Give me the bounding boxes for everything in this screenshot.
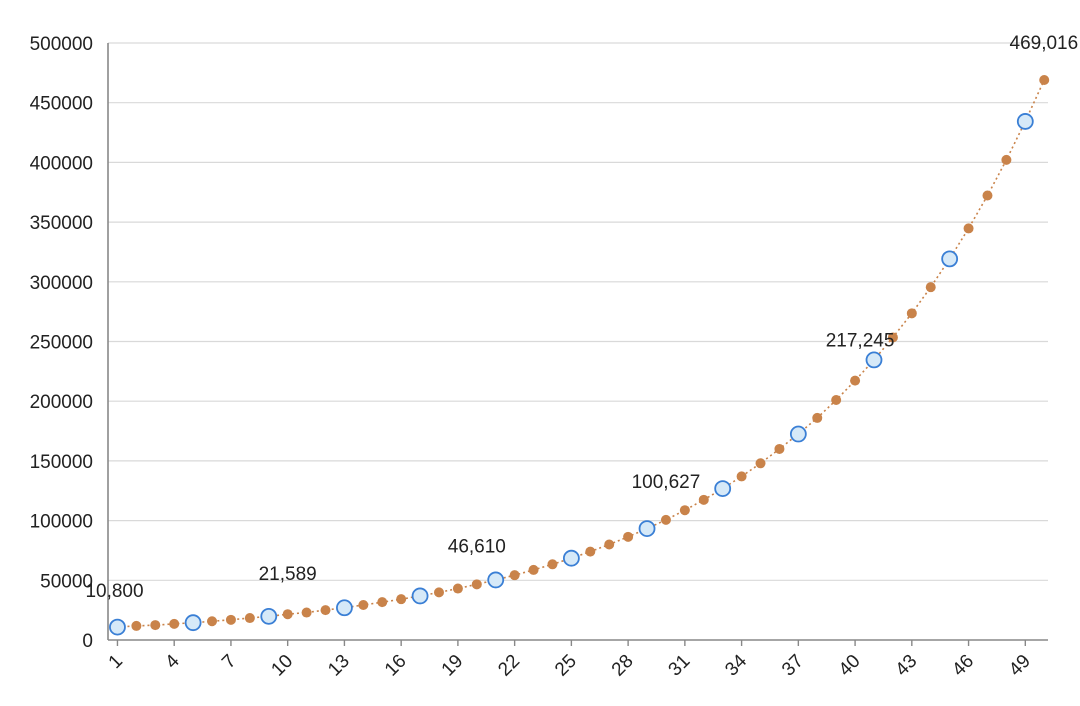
x-tick-label: 37 (778, 651, 808, 681)
y-tick-label: 50000 (40, 571, 93, 592)
x-tick-label: 10 (267, 651, 297, 681)
data-point-highlighted[interactable] (865, 351, 883, 369)
x-tick-label: 43 (892, 651, 922, 681)
y-tick-label: 200000 (30, 392, 93, 413)
data-label: 21,589 (259, 564, 317, 585)
data-point[interactable] (585, 546, 596, 557)
data-point[interactable] (150, 620, 161, 631)
data-point[interactable] (452, 583, 463, 594)
data-point[interactable] (698, 494, 709, 505)
data-point-highlighted[interactable] (109, 618, 126, 636)
data-point-highlighted[interactable] (714, 480, 732, 498)
x-tick-label: 4 (161, 650, 184, 673)
data-point[interactable] (623, 531, 634, 542)
data-point[interactable] (660, 514, 671, 525)
data-point[interactable] (604, 539, 615, 550)
data-point[interactable] (736, 471, 747, 482)
data-point[interactable] (358, 600, 369, 611)
data-point-highlighted[interactable] (336, 599, 353, 617)
data-point[interactable] (169, 618, 180, 629)
y-tick-label: 350000 (30, 213, 93, 234)
data-labels: 10,800 21,589 46,610 100,627 217,245 469,016 (85, 33, 1078, 602)
data-point[interactable] (320, 605, 331, 616)
data-point[interactable] (433, 587, 444, 598)
data-point[interactable] (774, 443, 785, 454)
x-axis: 1 4 7 10 13 16 19 22 25 28 31 34 37 40 43 46 49 (105, 639, 1048, 681)
data-point[interactable] (982, 190, 993, 201)
data-point[interactable] (471, 579, 482, 590)
x-tick-label: 31 (665, 651, 695, 681)
y-tick-label: 0 (82, 631, 93, 652)
data-point[interactable] (906, 308, 917, 319)
data-point[interactable] (207, 616, 218, 627)
x-tick-label: 13 (324, 651, 354, 681)
y-tick-label: 250000 (30, 333, 93, 354)
grid-lines (108, 42, 1048, 581)
data-point-highlighted[interactable] (184, 614, 202, 632)
x-tick-label: 34 (721, 650, 751, 680)
data-point-highlighted[interactable] (789, 425, 807, 443)
y-tick-label: 450000 (30, 94, 93, 115)
y-tick-label: 400000 (30, 153, 93, 174)
y-tick-label: 100000 (30, 512, 93, 533)
x-tick-label: 19 (438, 651, 468, 681)
y-tick-label: 150000 (30, 452, 93, 473)
data-point[interactable] (244, 613, 255, 624)
x-tick-label: 25 (551, 651, 581, 681)
data-point-highlighted[interactable] (487, 571, 505, 589)
data-point[interactable] (225, 614, 236, 625)
data-point[interactable] (831, 395, 842, 406)
data-point-highlighted[interactable] (1016, 113, 1034, 130)
data-point[interactable] (301, 607, 312, 618)
x-tick-label: 22 (494, 651, 524, 681)
data-point[interactable] (850, 375, 861, 386)
data-label: 46,610 (448, 536, 506, 557)
x-tick-label: 46 (948, 651, 978, 681)
data-point[interactable] (963, 223, 974, 234)
x-tick-label: 49 (1005, 651, 1035, 681)
data-point[interactable] (1001, 154, 1012, 165)
data-point[interactable] (509, 570, 520, 581)
y-tick-label: 300000 (30, 273, 93, 294)
data-label: 100,627 (632, 472, 701, 493)
data-point-highlighted[interactable] (941, 250, 959, 268)
data-point[interactable] (377, 597, 388, 608)
y-tick-label: 500000 (30, 34, 93, 55)
x-tick-label: 7 (218, 651, 240, 673)
data-label: 10,800 (85, 581, 143, 602)
x-tick-label: 1 (105, 651, 127, 673)
data-point[interactable] (131, 620, 142, 631)
y-axis: 0 50000 100000 150000 200000 250000 300000 3500… (30, 34, 109, 652)
data-point[interactable] (396, 594, 407, 605)
data-point[interactable] (755, 458, 766, 469)
data-point[interactable] (679, 505, 690, 516)
data-point-highlighted[interactable] (411, 587, 429, 605)
data-point[interactable] (812, 412, 823, 423)
data-points (109, 74, 1050, 636)
data-point-highlighted[interactable] (562, 549, 580, 567)
data-point[interactable] (925, 282, 936, 293)
data-point-highlighted[interactable] (260, 607, 278, 625)
data-point[interactable] (887, 332, 898, 343)
data-label: 469,016 (1010, 33, 1079, 54)
data-point[interactable] (528, 564, 539, 575)
data-point[interactable] (282, 609, 293, 620)
x-tick-label: 28 (608, 651, 638, 681)
x-tick-label: 16 (381, 651, 411, 681)
data-label: 217,245 (826, 331, 895, 352)
x-tick-label: 40 (835, 651, 865, 681)
data-point[interactable] (1039, 74, 1050, 85)
data-point-highlighted[interactable] (638, 520, 656, 537)
data-point[interactable] (547, 559, 558, 570)
